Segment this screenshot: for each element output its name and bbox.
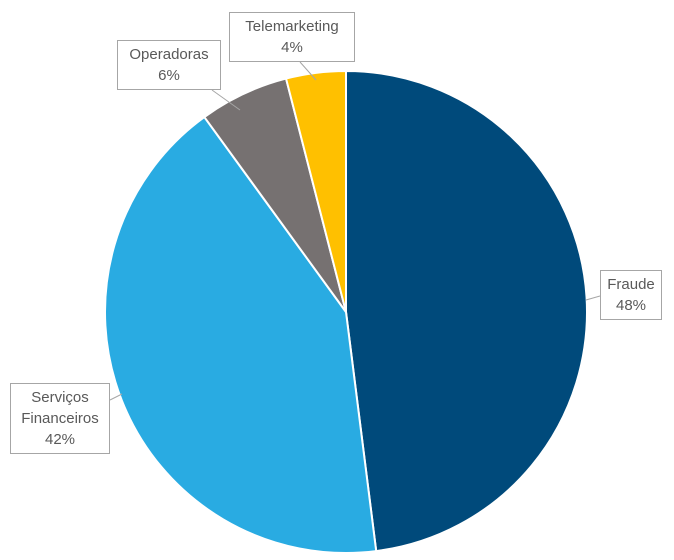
label-value: 48% — [615, 297, 647, 314]
leader-line — [211, 89, 241, 111]
label-value: 42% — [44, 431, 76, 448]
leader-line — [585, 295, 601, 301]
data-label: Operadoras 6% — [117, 40, 221, 90]
label-name: Operadoras — [129, 46, 209, 63]
data-label: Telemarketing 4% — [229, 12, 355, 62]
label-name: Serviços Financeiros — [21, 389, 99, 427]
pie-slice — [345, 69, 588, 553]
label-name: Telemarketing — [245, 18, 339, 35]
label-value: 6% — [158, 67, 180, 84]
label-value: 4% — [281, 39, 303, 56]
label-name: Fraude — [607, 276, 655, 293]
pie-slice — [284, 69, 347, 313]
leader-line — [299, 61, 317, 81]
leader-line — [109, 393, 123, 401]
pie-slice — [104, 115, 378, 554]
data-label: Fraude 48% — [600, 270, 662, 320]
data-label: Serviços Financeiros 42% — [10, 383, 110, 454]
